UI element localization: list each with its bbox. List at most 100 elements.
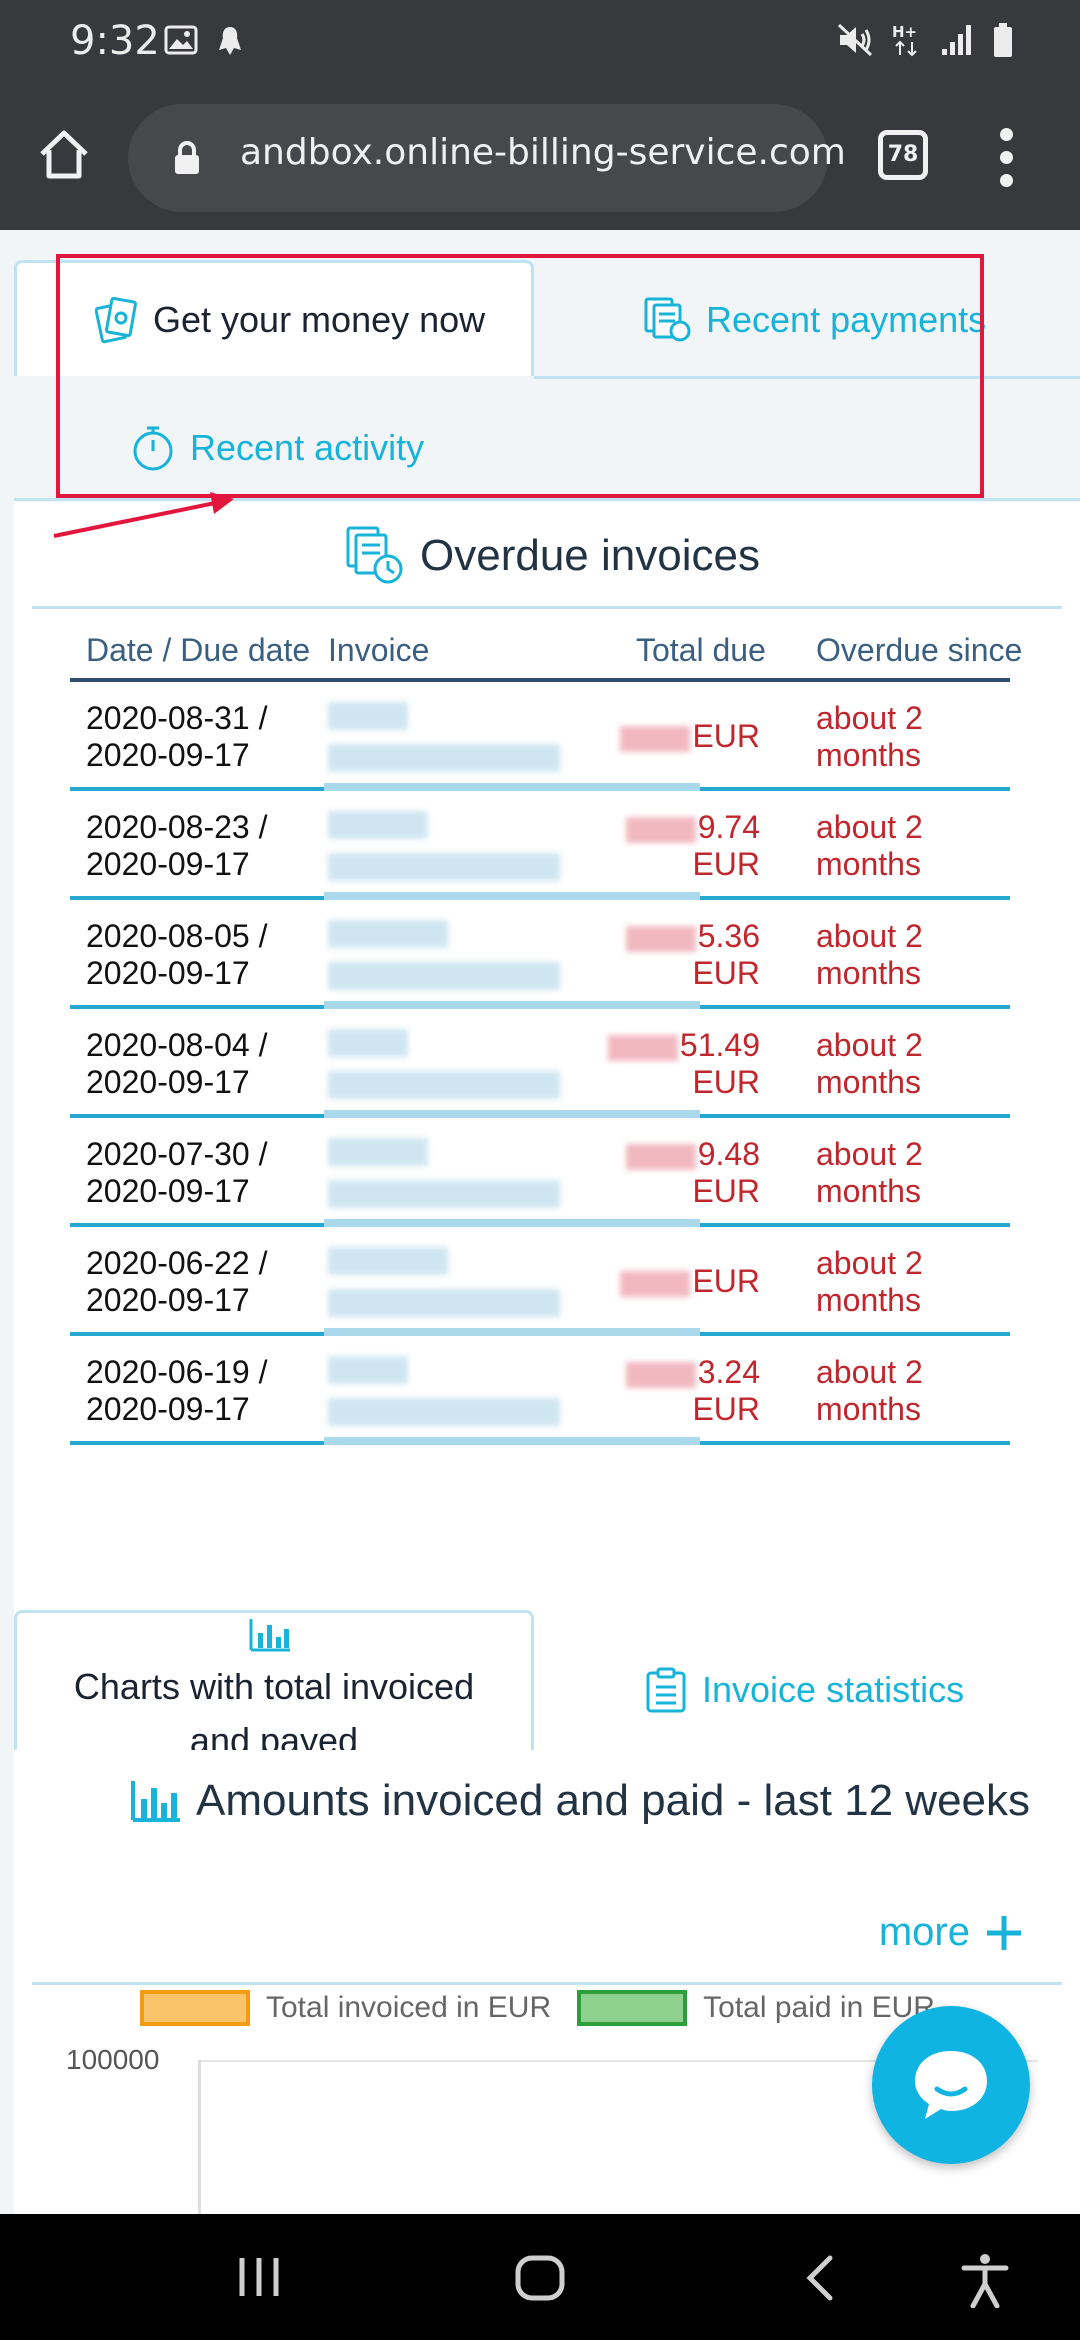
row-invoice-redacted[interactable] (324, 1132, 560, 1214)
status-time: 9:32 (70, 18, 160, 64)
row-overdue-since: about 2 months (816, 1354, 923, 1427)
tab-label: Get your money now (153, 298, 486, 340)
table-header: Date / Due date Invoice Total due Overdu… (70, 622, 1022, 682)
row-invoice-redacted[interactable] (324, 1241, 560, 1323)
header-invoice: Invoice (328, 632, 430, 668)
chart-gridline (198, 2060, 1038, 2062)
row-invoice-highlight (324, 1219, 700, 1227)
tab-recent-payments[interactable]: Recent payments (644, 290, 986, 350)
system-nav-bar (0, 2214, 1080, 2340)
tab-charts-invoiced-payed[interactable]: Charts with total invoiced and payed (14, 1610, 534, 1772)
stopwatch-icon (130, 423, 176, 473)
browser-toolbar: andbox.online-billing-service.com 78 (0, 86, 1080, 230)
web-page: Get your money now Recent payments (0, 230, 1080, 2214)
table-row[interactable]: 2020-08-04 / 2020-09-17 51.49 EUR about 2 m… (70, 1009, 1010, 1118)
y-tick-label: 100000 (66, 2044, 160, 2075)
more-menu-icon[interactable] (1000, 128, 1014, 188)
currency: EUR (692, 955, 760, 991)
row-invoice-highlight (324, 1001, 700, 1009)
row-date: 2020-07-30 / 2020-09-17 (86, 1136, 268, 1209)
row-total-due: EUR (620, 1263, 760, 1300)
lock-icon (175, 141, 199, 174)
accessibility-icon[interactable] (960, 2252, 1010, 2308)
notification-app-icon (219, 27, 241, 55)
row-invoice-highlight (324, 1437, 700, 1445)
chat-bubble-icon (915, 2051, 987, 2119)
tab-switcher-button[interactable]: 78 (878, 130, 928, 180)
table-row[interactable]: 2020-07-30 / 2020-09-17 9.48 EUR about 2 mo… (70, 1118, 1010, 1227)
bar-chart-icon (248, 1617, 292, 1653)
currency: EUR (692, 846, 760, 882)
legend-swatch-paid (577, 1990, 688, 2026)
row-invoice-highlight (324, 1328, 700, 1336)
gallery-icon (164, 25, 198, 55)
status-bar: 9:32 H+ (0, 0, 1080, 86)
row-date: 2020-08-23 / 2020-09-17 (86, 809, 268, 882)
clipboard-icon (644, 1667, 688, 1713)
url-text[interactable]: andbox.online-billing-service.com (240, 132, 846, 173)
tab-get-your-money-now[interactable]: Get your money now (14, 260, 534, 376)
row-invoice-highlight (324, 783, 700, 791)
row-date: 2020-08-04 / 2020-09-17 (86, 1027, 268, 1100)
row-invoice-redacted[interactable] (324, 696, 560, 778)
redacted-amount (625, 1361, 696, 1388)
row-invoice-highlight (324, 1110, 700, 1118)
overdue-invoices-table: Date / Due date Invoice Total due Overdu… (70, 622, 1022, 1445)
table-row[interactable]: 2020-08-05 / 2020-09-17 5.36 EUR about 2 mo… (70, 900, 1010, 1009)
chat-button[interactable] (872, 2006, 1030, 2164)
bar-chart-icon (130, 1779, 182, 1823)
row-date: 2020-06-19 / 2020-09-17 (86, 1354, 268, 1427)
row-total-due: 9.74 EUR (625, 809, 760, 883)
row-invoice-redacted[interactable] (324, 1023, 560, 1105)
row-date: 2020-06-22 / 2020-09-17 (86, 1245, 268, 1318)
row-total-due: 3.24 EUR (625, 1354, 760, 1428)
table-row[interactable]: 2020-06-22 / 2020-09-17 EUR about 2 months (70, 1227, 1010, 1336)
home-nav-icon[interactable] (514, 2252, 566, 2304)
tab-label: Recent payments (706, 299, 987, 340)
home-icon[interactable] (36, 126, 92, 182)
hplus-data-icon: H+ (892, 23, 917, 57)
legend-item-invoiced[interactable]: Total invoiced in EUR (140, 1990, 551, 2026)
plus-icon (987, 1915, 1021, 1950)
row-total-due: 51.49 EUR (607, 1027, 760, 1101)
more-link[interactable]: more (879, 1910, 1024, 1955)
chart-legend: Total invoiced in EUR Total paid in EUR (140, 1990, 961, 2026)
back-nav-icon[interactable] (800, 2252, 840, 2304)
svg-text:H+: H+ (892, 23, 917, 41)
tab-label: Charts with total invoiced and payed (73, 1666, 475, 1762)
table-row[interactable]: 2020-08-23 / 2020-09-17 9.74 EUR about 2 mo… (70, 791, 1010, 900)
row-overdue-since: about 2 months (816, 1245, 923, 1318)
redacted-amount (625, 816, 696, 843)
table-row[interactable]: 2020-06-19 / 2020-09-17 3.24 EUR about 2 mo… (70, 1336, 1010, 1445)
row-date: 2020-08-31 / 2020-09-17 (86, 700, 268, 773)
overdue-invoices-card: Overdue invoices Date / Due date Invoice… (14, 502, 1080, 1792)
tab-recent-activity[interactable]: Recent activity (130, 418, 424, 478)
recent-apps-icon[interactable] (234, 2252, 284, 2302)
top-tab-bar: Get your money now Recent payments (0, 230, 1080, 501)
annotation-highlight-box (56, 254, 984, 498)
row-invoice-redacted[interactable] (324, 1350, 560, 1432)
signal-icon (942, 25, 971, 55)
invoices-stack-icon (644, 297, 692, 343)
row-overdue-since: about 2 months (816, 1136, 923, 1209)
amount-visible: 9.74 (697, 809, 760, 845)
row-invoice-redacted[interactable] (324, 805, 560, 887)
redacted-amount (620, 725, 691, 752)
overdue-invoices-icon (344, 526, 406, 586)
row-overdue-since: about 2 months (816, 1027, 923, 1100)
row-invoice-redacted[interactable] (324, 914, 560, 996)
battery-icon (994, 23, 1012, 57)
redacted-amount (620, 1270, 691, 1297)
table-row[interactable]: 2020-08-31 / 2020-09-17 EUR about 2 months (70, 682, 1010, 791)
chart-tab-bar: Charts with total invoiced and payed Inv… (0, 1560, 1080, 1980)
overdue-invoices-title: Overdue invoices (344, 526, 760, 586)
currency: EUR (692, 718, 760, 754)
address-bar[interactable]: andbox.online-billing-service.com (128, 104, 846, 212)
currency: EUR (692, 1391, 760, 1427)
amount-visible: 5.36 (697, 918, 760, 954)
header-date: Date / Due date (86, 632, 311, 668)
legend-item-paid[interactable]: Total paid in EUR (577, 1990, 935, 2026)
amount-visible: 51.49 (679, 1027, 760, 1063)
tab-invoice-statistics[interactable]: Invoice statistics (644, 1660, 964, 1720)
redacted-amount (607, 1034, 678, 1061)
